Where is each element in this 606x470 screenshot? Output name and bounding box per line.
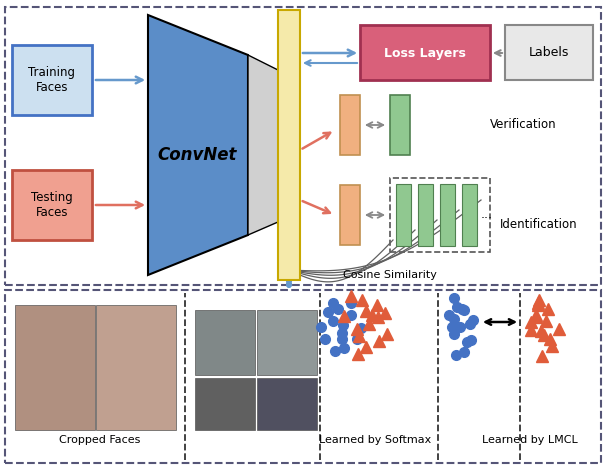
Polygon shape	[248, 55, 278, 235]
Text: Learned by LMCL: Learned by LMCL	[482, 435, 578, 445]
Bar	[390, 95, 410, 155]
Text: Training
Faces: Training Faces	[28, 66, 76, 94]
Polygon shape	[148, 15, 248, 275]
Bar	[340, 185, 360, 245]
Text: ...: ...	[481, 207, 493, 220]
Bar	[505, 25, 593, 80]
Text: Loss Layers: Loss Layers	[384, 47, 466, 60]
Bar	[5, 7, 601, 285]
Bar	[462, 184, 477, 246]
Text: Labels: Labels	[529, 47, 569, 60]
Bar	[96, 305, 176, 430]
Text: ConvNet: ConvNet	[157, 146, 237, 164]
Bar	[257, 378, 317, 430]
Bar	[12, 45, 92, 115]
Bar	[15, 305, 95, 430]
Text: Verification: Verification	[490, 118, 557, 132]
Text: Learned by Softmax: Learned by Softmax	[319, 435, 431, 445]
Text: Cropped Faces: Cropped Faces	[59, 435, 141, 445]
Bar	[396, 184, 411, 246]
Bar	[257, 310, 317, 375]
Bar	[340, 95, 360, 155]
Text: Testing
Faces: Testing Faces	[31, 191, 73, 219]
Bar	[5, 290, 601, 463]
Bar	[195, 310, 255, 375]
Bar	[440, 184, 455, 246]
Bar	[418, 184, 433, 246]
Bar	[390, 178, 490, 252]
Bar	[278, 10, 300, 280]
Bar	[12, 170, 92, 240]
Text: Identification: Identification	[500, 219, 578, 232]
Bar	[195, 378, 255, 430]
Bar	[360, 25, 490, 80]
Text: Cosine Similarity: Cosine Similarity	[343, 270, 437, 280]
